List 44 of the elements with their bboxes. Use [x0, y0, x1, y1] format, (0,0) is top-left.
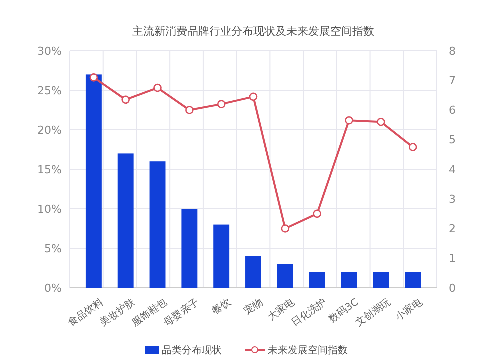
y2-tick-label: 5: [449, 134, 456, 147]
bar: [309, 272, 326, 288]
bar: [86, 74, 102, 288]
y-tick-label: 5%: [44, 242, 62, 256]
y2-tick-label: 4: [449, 163, 456, 176]
point: [313, 210, 322, 218]
bar: [118, 154, 134, 288]
y-tick-label: 0%: [44, 282, 62, 295]
legend-label: 品类分布现状: [162, 344, 222, 356]
x-tick-label: 宠物: [242, 296, 266, 318]
y2-tick-label: 0: [449, 282, 456, 295]
y2-tick-label: 1: [449, 252, 456, 266]
bar: [214, 224, 230, 288]
y-tick-label: 30%: [38, 44, 62, 58]
y-tick-label: 20%: [38, 124, 62, 137]
point: [408, 143, 418, 152]
y-tick-label: 15%: [38, 163, 62, 176]
bar: [182, 209, 198, 288]
y-tick-label: 25%: [38, 84, 62, 98]
point: [249, 92, 258, 102]
point: [90, 74, 98, 82]
y2-tick-label: 2: [449, 222, 456, 236]
y2-tick-label: 3: [449, 192, 456, 206]
x-tick-label: 餐饮: [210, 296, 234, 318]
chart-title: 主流新消费品牌行业分布现状及未来发展空间指数: [132, 25, 374, 38]
bar: [150, 162, 166, 288]
point: [281, 224, 290, 233]
bar: [405, 272, 422, 288]
bar: [246, 256, 262, 288]
point: [217, 100, 226, 108]
y-tick-label: 10%: [38, 202, 62, 216]
point: [154, 84, 162, 92]
bar: [341, 272, 358, 288]
bar: [277, 264, 294, 288]
point: [377, 118, 386, 126]
point: [122, 96, 130, 104]
point: [186, 106, 194, 114]
y2-tick-label: 8: [449, 44, 456, 58]
y2-tick-label: 6: [449, 104, 456, 118]
bar: [373, 272, 390, 288]
point: [345, 116, 354, 125]
legend-label: 未来发展空间指数: [268, 344, 348, 356]
y2-tick-label: 7: [449, 74, 456, 88]
x-tick-label: 小家电: [393, 296, 425, 324]
